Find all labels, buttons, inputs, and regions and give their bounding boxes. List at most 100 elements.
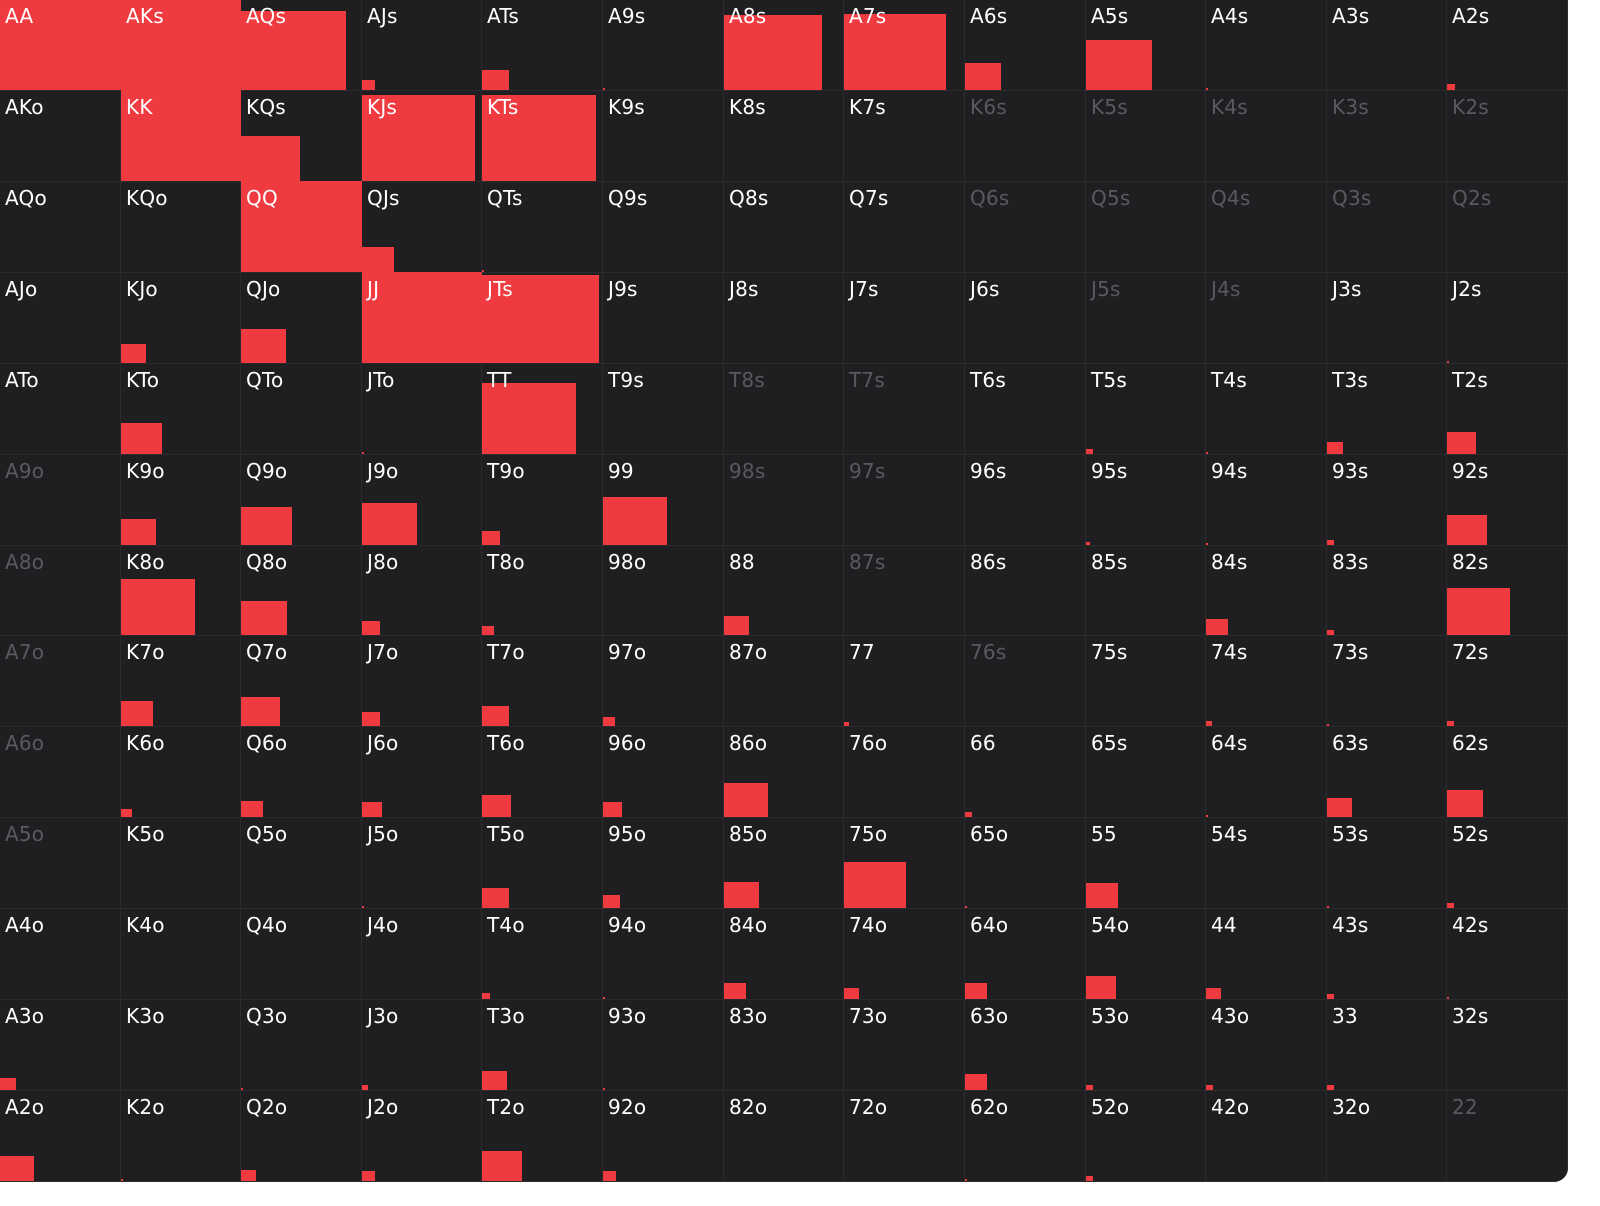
hand-cell-T3o[interactable]: T3o bbox=[482, 1000, 603, 1091]
hand-cell-K5s[interactable]: K5s bbox=[1086, 91, 1206, 182]
hand-cell-T9s[interactable]: T9s bbox=[603, 364, 724, 455]
hand-cell-Q8o[interactable]: Q8o bbox=[241, 546, 362, 636]
hand-cell-T4s[interactable]: T4s bbox=[1206, 364, 1327, 455]
hand-cell-Q3s[interactable]: Q3s bbox=[1327, 182, 1447, 273]
hand-cell-A5o[interactable]: A5o bbox=[0, 818, 121, 909]
hand-cell-A9o[interactable]: A9o bbox=[0, 455, 121, 546]
hand-cell-83o[interactable]: 83o bbox=[724, 1000, 844, 1091]
hand-cell-QTs[interactable]: QTs bbox=[482, 182, 603, 273]
hand-cell-84o[interactable]: 84o bbox=[724, 909, 844, 1000]
hand-cell-K3o[interactable]: K3o bbox=[121, 1000, 241, 1091]
hand-cell-T3s[interactable]: T3s bbox=[1327, 364, 1447, 455]
hand-cell-K5o[interactable]: K5o bbox=[121, 818, 241, 909]
hand-cell-42o[interactable]: 42o bbox=[1206, 1091, 1327, 1182]
hand-cell-AJs[interactable]: AJs bbox=[362, 0, 482, 91]
hand-cell-T8s[interactable]: T8s bbox=[724, 364, 844, 455]
hand-cell-QJs[interactable]: QJs bbox=[362, 182, 482, 273]
hand-cell-55[interactable]: 55 bbox=[1086, 818, 1206, 909]
hand-cell-92o[interactable]: 92o bbox=[603, 1091, 724, 1182]
hand-cell-Q4o[interactable]: Q4o bbox=[241, 909, 362, 1000]
hand-cell-Q5o[interactable]: Q5o bbox=[241, 818, 362, 909]
hand-cell-76s[interactable]: 76s bbox=[965, 636, 1086, 727]
hand-cell-43s[interactable]: 43s bbox=[1327, 909, 1447, 1000]
hand-cell-J7s[interactable]: J7s bbox=[844, 273, 965, 364]
hand-cell-64o[interactable]: 64o bbox=[965, 909, 1086, 1000]
hand-cell-Q2o[interactable]: Q2o bbox=[241, 1091, 362, 1182]
hand-cell-98o[interactable]: 98o bbox=[603, 546, 724, 636]
hand-cell-KJo[interactable]: KJo bbox=[121, 273, 241, 364]
hand-cell-88[interactable]: 88 bbox=[724, 546, 844, 636]
hand-cell-J2s[interactable]: J2s bbox=[1447, 273, 1568, 364]
hand-cell-K4s[interactable]: K4s bbox=[1206, 91, 1327, 182]
hand-cell-A3o[interactable]: A3o bbox=[0, 1000, 121, 1091]
hand-cell-J2o[interactable]: J2o bbox=[362, 1091, 482, 1182]
hand-cell-Q4s[interactable]: Q4s bbox=[1206, 182, 1327, 273]
hand-cell-AJo[interactable]: AJo bbox=[0, 273, 121, 364]
hand-cell-53o[interactable]: 53o bbox=[1086, 1000, 1206, 1091]
hand-cell-J7o[interactable]: J7o bbox=[362, 636, 482, 727]
hand-cell-K3s[interactable]: K3s bbox=[1327, 91, 1447, 182]
hand-cell-74o[interactable]: 74o bbox=[844, 909, 965, 1000]
hand-cell-J5s[interactable]: J5s bbox=[1086, 273, 1206, 364]
hand-cell-92s[interactable]: 92s bbox=[1447, 455, 1568, 546]
hand-cell-93s[interactable]: 93s bbox=[1327, 455, 1447, 546]
hand-cell-K8o[interactable]: K8o bbox=[121, 546, 241, 636]
hand-cell-QQ[interactable]: QQ bbox=[241, 181, 362, 273]
hand-cell-72s[interactable]: 72s bbox=[1447, 636, 1568, 727]
hand-cell-84s[interactable]: 84s bbox=[1206, 546, 1327, 636]
hand-cell-J9o[interactable]: J9o bbox=[362, 455, 482, 546]
hand-cell-Q9s[interactable]: Q9s bbox=[603, 182, 724, 273]
hand-cell-T2s[interactable]: T2s bbox=[1447, 364, 1568, 455]
hand-cell-J8o[interactable]: J8o bbox=[362, 546, 482, 636]
hand-cell-54s[interactable]: 54s bbox=[1206, 818, 1327, 909]
hand-cell-T9o[interactable]: T9o bbox=[482, 455, 603, 546]
hand-cell-J3s[interactable]: J3s bbox=[1327, 273, 1447, 364]
hand-cell-A6o[interactable]: A6o bbox=[0, 727, 121, 818]
hand-cell-JTo[interactable]: JTo bbox=[362, 364, 482, 455]
hand-cell-T6o[interactable]: T6o bbox=[482, 727, 603, 818]
hand-cell-Q2s[interactable]: Q2s bbox=[1447, 182, 1568, 273]
hand-cell-T4o[interactable]: T4o bbox=[482, 909, 603, 1000]
hand-cell-42s[interactable]: 42s bbox=[1447, 909, 1568, 1000]
hand-cell-T5o[interactable]: T5o bbox=[482, 818, 603, 909]
hand-cell-Q7s[interactable]: Q7s bbox=[844, 182, 965, 273]
hand-cell-96o[interactable]: 96o bbox=[603, 727, 724, 818]
hand-cell-77[interactable]: 77 bbox=[844, 636, 965, 727]
hand-cell-73o[interactable]: 73o bbox=[844, 1000, 965, 1091]
hand-cell-62s[interactable]: 62s bbox=[1447, 727, 1568, 818]
hand-cell-KTo[interactable]: KTo bbox=[121, 364, 241, 455]
hand-cell-44[interactable]: 44 bbox=[1206, 909, 1327, 1000]
hand-cell-96s[interactable]: 96s bbox=[965, 455, 1086, 546]
hand-cell-A5s[interactable]: A5s bbox=[1086, 0, 1206, 91]
hand-cell-87s[interactable]: 87s bbox=[844, 546, 965, 636]
hand-cell-K6o[interactable]: K6o bbox=[121, 727, 241, 818]
hand-cell-97s[interactable]: 97s bbox=[844, 455, 965, 546]
hand-cell-52o[interactable]: 52o bbox=[1086, 1091, 1206, 1182]
hand-cell-65o[interactable]: 65o bbox=[965, 818, 1086, 909]
hand-cell-J6o[interactable]: J6o bbox=[362, 727, 482, 818]
hand-cell-AQo[interactable]: AQo bbox=[0, 182, 121, 273]
hand-cell-52s[interactable]: 52s bbox=[1447, 818, 1568, 909]
hand-cell-JTs[interactable]: JTs bbox=[482, 273, 603, 364]
hand-cell-K2s[interactable]: K2s bbox=[1447, 91, 1568, 182]
hand-cell-K9o[interactable]: K9o bbox=[121, 455, 241, 546]
hand-cell-AKs[interactable]: AKs bbox=[121, 0, 241, 91]
hand-cell-Q9o[interactable]: Q9o bbox=[241, 455, 362, 546]
hand-cell-J6s[interactable]: J6s bbox=[965, 273, 1086, 364]
hand-cell-62o[interactable]: 62o bbox=[965, 1091, 1086, 1182]
hand-cell-T7o[interactable]: T7o bbox=[482, 636, 603, 727]
hand-cell-74s[interactable]: 74s bbox=[1206, 636, 1327, 727]
hand-cell-75s[interactable]: 75s bbox=[1086, 636, 1206, 727]
hand-cell-94o[interactable]: 94o bbox=[603, 909, 724, 1000]
hand-cell-85o[interactable]: 85o bbox=[724, 818, 844, 909]
hand-cell-95o[interactable]: 95o bbox=[603, 818, 724, 909]
hand-cell-75o[interactable]: 75o bbox=[844, 818, 965, 909]
hand-cell-33[interactable]: 33 bbox=[1327, 1000, 1447, 1091]
hand-cell-43o[interactable]: 43o bbox=[1206, 1000, 1327, 1091]
hand-cell-Q8s[interactable]: Q8s bbox=[724, 182, 844, 273]
hand-cell-AA[interactable]: AA bbox=[0, 0, 121, 91]
hand-cell-Q6s[interactable]: Q6s bbox=[965, 182, 1086, 273]
hand-cell-A7o[interactable]: A7o bbox=[0, 636, 121, 727]
hand-cell-94s[interactable]: 94s bbox=[1206, 455, 1327, 546]
hand-cell-QTo[interactable]: QTo bbox=[241, 364, 362, 455]
